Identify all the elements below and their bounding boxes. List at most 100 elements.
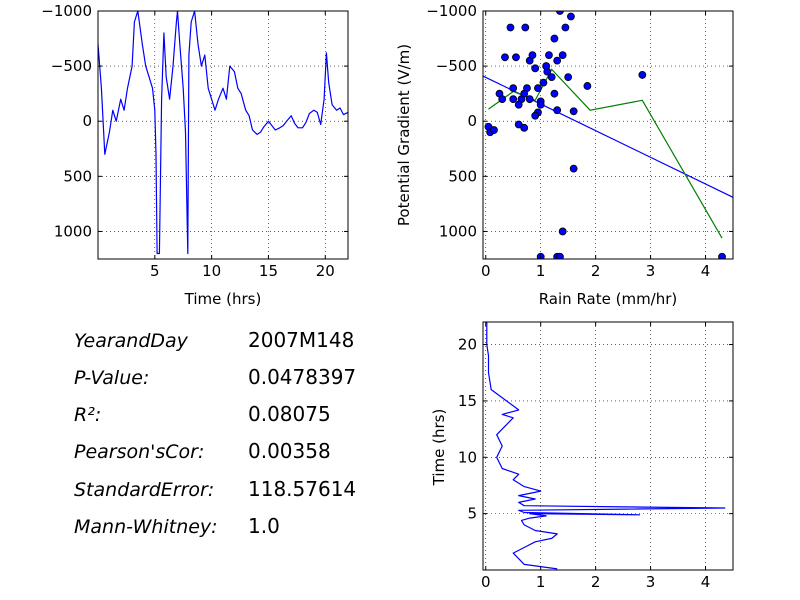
- scatter-xtick-label: 4: [701, 262, 711, 280]
- scatter-ytick-label: −1000: [426, 2, 477, 20]
- timeseries-xlabel: Time (hrs): [184, 290, 262, 308]
- scatter-point: [547, 73, 556, 82]
- stat-value-mannwhitney: 1.0: [248, 514, 280, 538]
- stat-value-year: 2007M148: [248, 328, 354, 352]
- timeseries-ytick-label: 1000: [54, 222, 92, 240]
- scatter-point: [553, 56, 562, 65]
- scatter-marks: [483, 11, 733, 259]
- scatter-ytick-label: 1000: [439, 222, 477, 240]
- timeseries-frame: [97, 10, 349, 260]
- rain-ytick-label: 20: [458, 336, 477, 354]
- rain-frame: [482, 321, 734, 571]
- scatter-point: [718, 252, 726, 259]
- scatter-point: [514, 100, 523, 109]
- rain-xtick-label: 0: [481, 573, 491, 591]
- rain-plot-area: [483, 322, 733, 570]
- scatter-point: [583, 82, 592, 90]
- scatter-point: [520, 89, 529, 98]
- rain-xtick-label: 2: [591, 573, 601, 591]
- scatter-point: [542, 62, 551, 71]
- rain-ylabel: Time (hrs): [430, 409, 448, 487]
- scatter-point: [534, 84, 542, 93]
- timeseries-ytick-label: −500: [51, 57, 92, 75]
- timeseries-xtick-label: 10: [202, 262, 221, 280]
- stat-label-mannwhitney: Mann-Whitney:: [74, 516, 218, 538]
- rain-ytick-label: 10: [458, 448, 477, 466]
- scatter-point: [550, 89, 559, 98]
- timeseries-panel: 5 10 15 20 −1000 −500 0 500 1000 Time (hrs): [41, 2, 349, 308]
- timeseries-ticks: 5 10 15 20 −1000 −500 0 500 1000: [41, 2, 348, 280]
- stat-label-pearson: Pearson'sCor:: [74, 441, 204, 463]
- rain-xtick-label: 3: [646, 573, 656, 591]
- rain-ytick-label: 15: [458, 392, 477, 410]
- scatter-point: [509, 84, 518, 93]
- stat-label-pvalue: P-Value:: [74, 367, 149, 389]
- timeseries-ytick-label: 500: [63, 167, 92, 185]
- rain-ytick-label: 5: [467, 505, 477, 523]
- scatter-point: [501, 53, 509, 62]
- scatter-point: [545, 51, 553, 59]
- scatter-ytick-label: 500: [448, 167, 477, 185]
- scatter-point: [567, 12, 575, 21]
- scatter-point: [561, 23, 570, 32]
- scatter-point: [553, 106, 562, 115]
- scatter-clipped-group: [483, 11, 733, 259]
- timeseries-series-line: [98, 11, 348, 255]
- scatter-xtick-label: 1: [536, 262, 546, 280]
- rain-clipped-group: [486, 322, 726, 570]
- scatter-point: [490, 126, 498, 134]
- rain-marks: [486, 322, 726, 570]
- scatter-xlabel: Rain Rate (mm/hr): [539, 290, 678, 308]
- stat-label-stderr: StandardError:: [74, 479, 214, 501]
- scatter-ytick-label: −500: [436, 57, 477, 75]
- scatter-point: [536, 100, 545, 109]
- timeseries-xtick-label: 5: [150, 262, 160, 280]
- scatter-point: [512, 53, 520, 62]
- scatter-frame: [482, 10, 734, 260]
- scatter-point: [564, 73, 573, 82]
- rain-series-line: [486, 322, 726, 570]
- scatter-point: [569, 164, 578, 173]
- scatter-point: [528, 51, 537, 59]
- timeseries-xtick-label: 15: [259, 262, 278, 280]
- scatter-point: [509, 95, 518, 104]
- scatter-ylabel: Potential Gradient (V/m): [395, 44, 413, 226]
- rain-time-panel: 0 1 2 3 4 5 10 15 20 Time (hrs): [430, 321, 734, 591]
- scatter-ticks: 0 1 2 3 4 −1000 −500 0 500 1000: [426, 2, 733, 280]
- scatter-point: [569, 107, 578, 116]
- stat-label-year: YearandDay: [74, 330, 189, 352]
- scatter-point: [521, 23, 530, 32]
- scatter-panel: 0 1 2 3 4 −1000 −500 0 500 1000 Rain Rate (mm/hr)…: [395, 2, 734, 308]
- scatter-point: [558, 51, 567, 59]
- timeseries-xtick-label: 20: [316, 262, 335, 280]
- scatter-point: [525, 95, 534, 104]
- scatter-point: [531, 64, 540, 73]
- scatter-point: [539, 78, 548, 87]
- stat-value-pvalue: 0.0478397: [248, 365, 356, 389]
- scatter-point: [556, 11, 564, 15]
- scatter-point: [520, 123, 529, 132]
- rain-xtick-label: 4: [701, 573, 711, 591]
- scatter-xtick-label: 0: [481, 262, 491, 280]
- timeseries-clipped-group: [98, 11, 348, 255]
- stat-value-pearson: 0.00358: [248, 439, 331, 463]
- stat-value-stderr: 118.57614: [248, 477, 356, 501]
- scatter-plot-area: [483, 11, 733, 259]
- scatter-point: [498, 95, 507, 104]
- stat-label-r2: R²:: [74, 404, 101, 426]
- timeseries-marks: [98, 11, 348, 255]
- scatter-point: [531, 111, 540, 120]
- scatter-point: [506, 23, 515, 32]
- stats-block: YearandDay 2007M148 P-Value: 0.0478397 R…: [74, 328, 356, 538]
- scatter-ytick-label: 0: [467, 112, 477, 130]
- scatter-point: [558, 227, 567, 236]
- timeseries-ytick-label: −1000: [41, 2, 92, 20]
- scatter-xtick-label: 3: [646, 262, 656, 280]
- scatter-point: [556, 252, 564, 259]
- timeseries-ytick-label: 0: [82, 112, 92, 130]
- rain-ticks: 0 1 2 3 4 5 10 15 20: [458, 322, 733, 591]
- scatter-point: [638, 71, 647, 79]
- timeseries-plot-area: [98, 11, 348, 259]
- scatter-xtick-label: 2: [591, 262, 601, 280]
